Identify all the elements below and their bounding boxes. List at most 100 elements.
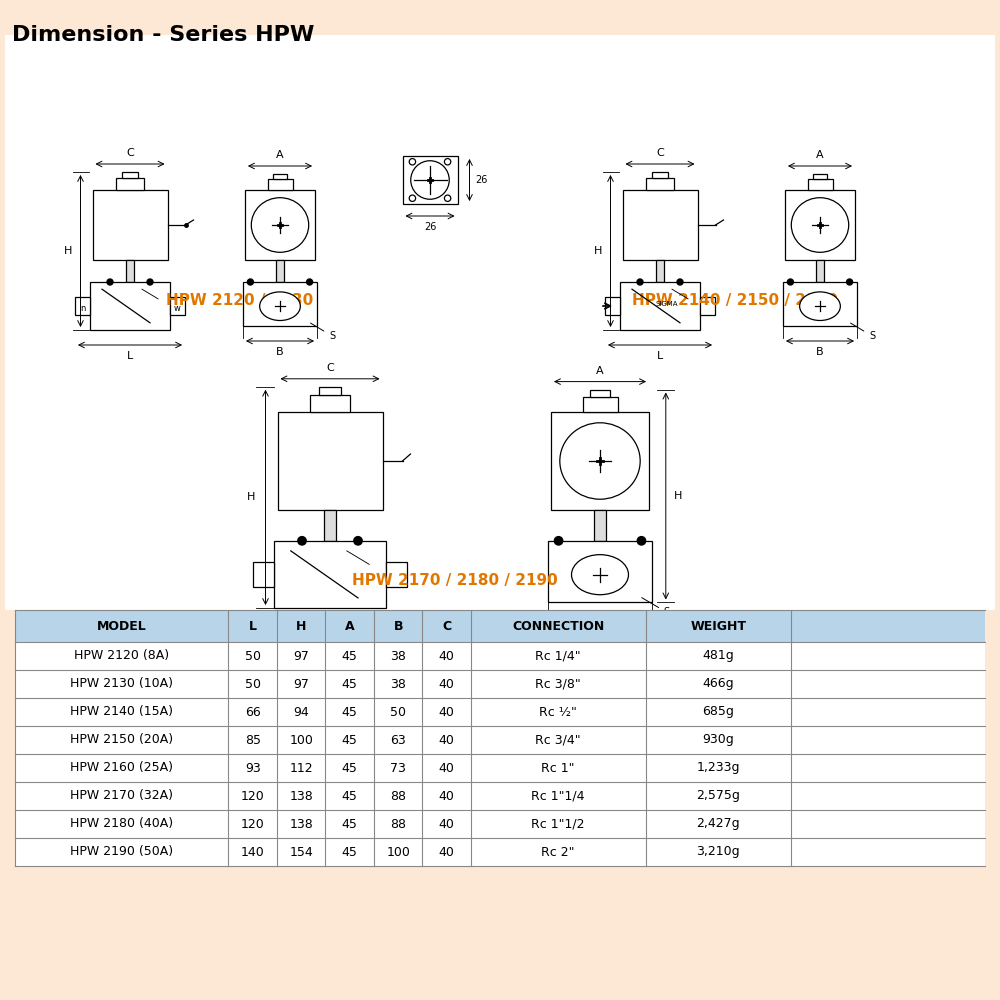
Text: Rc 2": Rc 2"	[541, 846, 575, 858]
Text: B: B	[596, 626, 604, 636]
Text: HPW 2170 / 2180 / 2190: HPW 2170 / 2180 / 2190	[352, 572, 558, 587]
Bar	[90, 282, 170, 330]
Circle shape	[307, 279, 313, 285]
Text: HPW 2160 (25A): HPW 2160 (25A)	[70, 762, 173, 774]
Circle shape	[147, 279, 153, 285]
Ellipse shape	[800, 292, 840, 320]
Text: A: A	[276, 150, 284, 160]
Text: S: S	[642, 598, 670, 617]
Text: B: B	[393, 619, 403, 633]
Bar	[783, 282, 857, 326]
Bar	[243, 282, 317, 326]
Bar	[582, 397, 618, 412]
Ellipse shape	[251, 198, 309, 252]
Text: 45: 45	[342, 762, 358, 774]
Text: 66: 66	[245, 706, 261, 718]
Bar	[170, 297, 185, 315]
Bar	[92, 190, 168, 260]
Bar	[15, 726, 985, 754]
Ellipse shape	[791, 198, 849, 252]
Text: WEIGHT: WEIGHT	[690, 619, 746, 633]
Bar	[5, 35, 995, 610]
Bar	[402, 156, 458, 204]
Text: SIGMA: SIGMA	[655, 301, 678, 307]
Bar	[590, 390, 610, 397]
Text: 26: 26	[424, 222, 436, 232]
Ellipse shape	[572, 555, 628, 595]
Text: L: L	[249, 619, 257, 633]
Text: 2,427g: 2,427g	[696, 818, 740, 830]
Bar	[319, 387, 341, 395]
Bar	[324, 510, 336, 541]
Text: Rc 3/8": Rc 3/8"	[535, 678, 581, 690]
Text: 40: 40	[439, 818, 455, 830]
Text: 45: 45	[342, 846, 358, 858]
Text: 685g: 685g	[702, 706, 734, 718]
Text: Rc 1": Rc 1"	[541, 762, 575, 774]
Text: HPW 2130 (10A): HPW 2130 (10A)	[70, 678, 173, 690]
Bar	[273, 174, 287, 179]
Text: C: C	[126, 148, 134, 158]
Text: 45: 45	[342, 706, 358, 718]
Text: CONNECTION: CONNECTION	[512, 619, 604, 633]
Circle shape	[444, 195, 451, 201]
Circle shape	[409, 159, 416, 165]
Bar	[700, 297, 715, 315]
Text: 63: 63	[390, 734, 406, 746]
Bar	[15, 810, 985, 838]
Circle shape	[354, 537, 362, 545]
Text: A: A	[816, 150, 824, 160]
Text: Rc ½": Rc ½"	[539, 706, 577, 718]
Bar	[652, 172, 668, 178]
Text: A: A	[596, 366, 604, 376]
Bar	[276, 260, 284, 282]
Circle shape	[787, 279, 793, 285]
Text: 112: 112	[289, 762, 313, 774]
Text: Rc 1/4": Rc 1/4"	[535, 650, 581, 662]
Text: 73: 73	[390, 762, 406, 774]
Text: 154: 154	[289, 846, 313, 858]
Bar	[116, 178, 144, 190]
Text: H: H	[64, 246, 72, 256]
Text: 40: 40	[439, 846, 455, 858]
Text: L: L	[127, 351, 133, 361]
Bar	[15, 698, 985, 726]
Text: HPW 2150 (20A): HPW 2150 (20A)	[70, 734, 173, 746]
Text: S: S	[311, 323, 335, 341]
Text: HPW 2120 / 2130: HPW 2120 / 2130	[166, 292, 314, 308]
Text: H: H	[594, 246, 602, 256]
Circle shape	[411, 161, 449, 199]
Text: 930g: 930g	[702, 734, 734, 746]
Text: 97: 97	[293, 650, 309, 662]
Text: B: B	[816, 347, 824, 357]
Text: 2,575g: 2,575g	[696, 790, 740, 802]
Circle shape	[677, 279, 683, 285]
Bar	[551, 412, 649, 510]
Text: 38: 38	[390, 678, 406, 690]
Circle shape	[247, 279, 253, 285]
Text: C: C	[442, 619, 451, 633]
Text: 138: 138	[289, 790, 313, 802]
Bar	[813, 174, 827, 179]
Text: 26: 26	[476, 175, 488, 185]
Bar	[622, 190, 698, 260]
Text: Rc 1"1/4: Rc 1"1/4	[531, 790, 585, 802]
Bar	[15, 838, 985, 866]
Bar	[15, 754, 985, 782]
Text: 1,233g: 1,233g	[696, 762, 740, 774]
Text: 45: 45	[342, 818, 358, 830]
Bar	[386, 562, 407, 587]
Text: 100: 100	[289, 734, 313, 746]
Text: H: H	[247, 492, 256, 502]
Text: MODEL: MODEL	[97, 619, 147, 633]
Bar	[15, 642, 985, 670]
Bar	[620, 282, 700, 330]
Circle shape	[444, 159, 451, 165]
Text: L: L	[657, 351, 663, 361]
Bar	[548, 541, 652, 602]
Text: 94: 94	[293, 706, 309, 718]
Text: H: H	[296, 619, 306, 633]
Text: HPW 2170 (32A): HPW 2170 (32A)	[70, 790, 173, 802]
Text: 138: 138	[289, 818, 313, 830]
Text: C: C	[326, 363, 334, 373]
